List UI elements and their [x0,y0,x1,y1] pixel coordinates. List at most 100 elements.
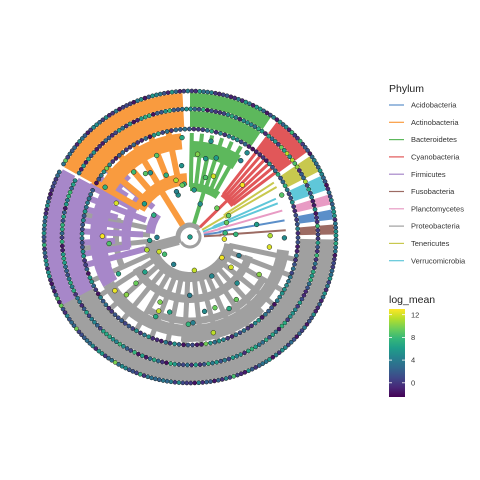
tip-dot [312,207,318,212]
tip-dot [333,229,339,234]
tip-dot [127,121,133,127]
tip-dot [150,93,155,99]
tip-dot [185,88,191,94]
phylum-legend: Phylum Acidobacteria Actinobacteria Bacter… [389,83,466,265]
proteobacteria-inner-band [103,249,290,337]
tip-dot [83,204,89,210]
node-dot [112,288,118,294]
tip-dot [100,117,106,123]
tip-dot [314,219,320,225]
tip-dot [143,136,149,141]
tip-dot [216,338,222,344]
tip-dot [201,361,207,367]
tip-dot [231,373,237,379]
tip-dot [197,88,203,94]
tip-dot [163,109,168,114]
tip-dot [253,344,258,350]
tip-dot [69,284,75,290]
tip-dot [249,323,254,329]
tip-dot [85,271,91,276]
tip-dot [282,320,288,326]
tip-dot [293,257,298,263]
tip-dot [163,339,169,345]
tip-dot [238,139,244,145]
tip-dot [185,342,191,348]
tip-dot [199,342,204,347]
tip-dot [173,127,179,133]
tip-dot [241,118,247,124]
tip-dot [69,185,74,191]
tip-dot [278,144,284,150]
node-dot [142,269,148,275]
tip-dot [245,120,250,125]
tip-dot [119,318,125,323]
tip-dot [209,108,214,114]
tip-dot [220,92,226,98]
node-dot [179,134,185,141]
legend-label-acidobacteria: Acidobacteria [411,101,457,110]
tip-dot [294,248,300,254]
tip-dot [180,362,186,368]
tip-dot [176,342,182,347]
tip-dot [176,362,182,367]
tip-dot [267,334,272,340]
node-dot [123,292,130,298]
node-dot [178,162,185,169]
tip-dot [204,128,210,133]
tip-dot [79,226,85,232]
node-dot [209,273,215,279]
tip-dot [307,151,313,156]
tip-dot [330,264,336,270]
tip-dot [120,125,126,131]
tip-dot [149,375,154,381]
node-dot [147,170,154,176]
tip-dot [237,116,243,122]
tip-dot [273,352,279,358]
tip-dot [91,283,97,289]
tip-dot [222,132,228,138]
tip-dot [60,247,66,253]
colorbar-tick-label: 4 [411,356,415,365]
tip-dot [290,266,296,272]
node-dot [219,254,225,261]
tip-dot [77,139,82,144]
tip-dot [147,356,153,361]
root-arc [175,222,202,245]
tip-dot [167,108,173,113]
tip-dot [287,154,293,160]
tip-dot [270,354,276,360]
node-dot [161,251,168,257]
tip-dot [41,226,47,232]
colorbar-tick-label: 8 [411,333,415,342]
tip-dot [311,157,317,163]
tip-dot [275,142,281,147]
tip-dot [333,225,339,230]
tip-dot [299,296,305,302]
tip-dot [97,119,103,125]
tip-dot [301,175,306,181]
tip-dot [272,139,278,144]
clade-band-bacteroidetes-0 [190,111,261,146]
tip-dot [120,150,126,155]
actinobacteria-inner-band [99,133,183,193]
legend-label-bacteroidetes: Bacteroidetes [411,135,457,144]
legend-label-fusobacteria: Fusobacteria [411,187,455,196]
tip-dot [302,144,308,150]
tip-dot [84,266,90,272]
tip-dot [256,342,262,348]
tip-dot [86,313,92,319]
tip-dot [332,252,338,258]
node-dot [187,292,193,299]
tip-dot [106,112,112,118]
tip-dot [179,106,185,112]
tip-dot [288,195,294,201]
tip-dot [93,346,99,351]
tip-dot [285,317,290,323]
tip-dot [65,272,71,278]
tip-dot [160,130,166,135]
node-dot [156,308,162,314]
tip-dot [122,321,128,326]
tip-dot [150,112,156,117]
tip-dot [291,204,296,209]
tip-dot [154,92,159,98]
